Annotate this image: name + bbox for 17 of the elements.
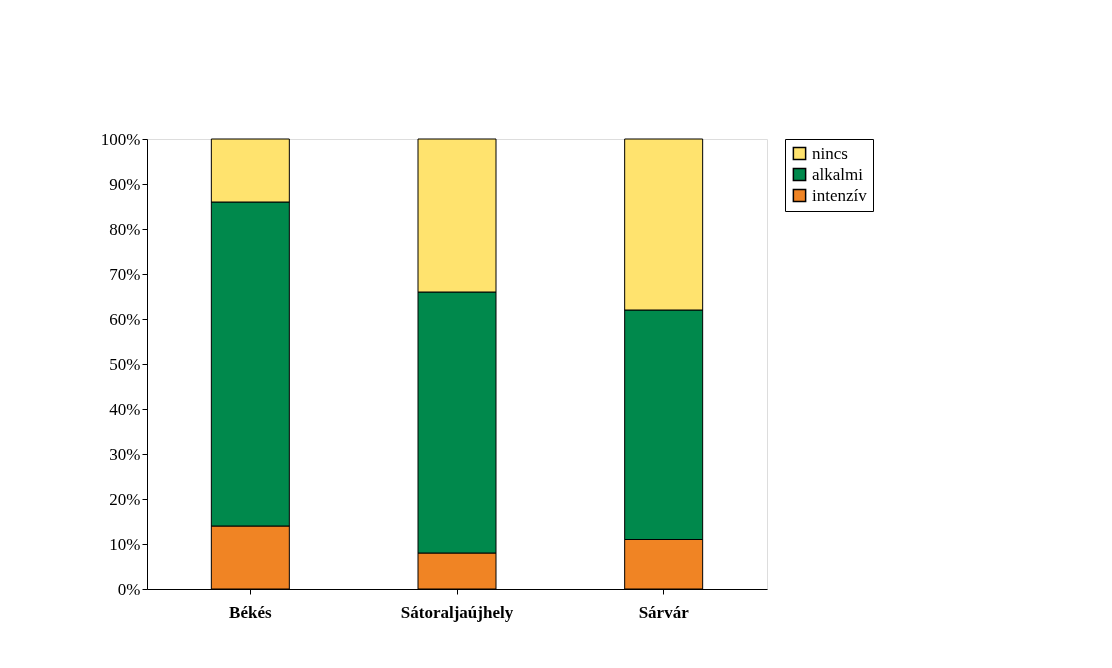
y-tick-label: 60%	[109, 309, 141, 329]
y-tick-label: 100%	[100, 129, 141, 149]
y-tick-label: 20%	[109, 489, 141, 509]
y-tick-label: 30%	[109, 444, 141, 464]
x-tick-label: Sárvár	[638, 602, 690, 622]
y-tick-label: 80%	[109, 219, 141, 239]
legend-label: alkalmi	[812, 164, 864, 184]
y-tick-label: 90%	[109, 174, 141, 194]
x-tick-label: Sátoraljaújhely	[400, 602, 514, 622]
legend-label: nincs	[812, 143, 848, 163]
y-tick-label: 10%	[109, 534, 141, 554]
y-tick-label: 70%	[109, 264, 141, 284]
y-tick-label: 50%	[109, 354, 141, 374]
y-tick-label: 0%	[117, 579, 141, 599]
y-tick-label: 40%	[109, 399, 141, 419]
legend-label: intenzív	[812, 185, 868, 205]
x-tick-label: Békés	[229, 602, 272, 622]
